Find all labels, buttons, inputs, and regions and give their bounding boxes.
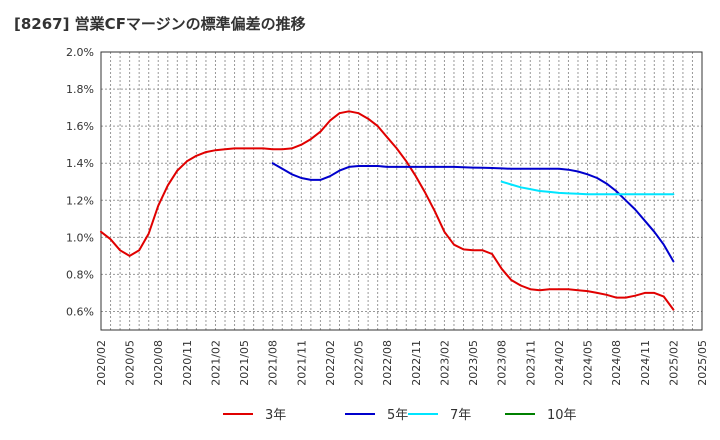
x-tick-label: 2025/05 bbox=[696, 340, 709, 386]
y-tick-label: 1.6% bbox=[66, 120, 94, 133]
y-tick-label: 0.8% bbox=[66, 268, 94, 281]
x-tick-label: 2021/11 bbox=[295, 340, 308, 386]
legend: 3年 5年 7年 10年 bbox=[223, 408, 577, 423]
series-line-3年 bbox=[100, 110, 675, 311]
legend-label: 7年 bbox=[450, 408, 471, 423]
x-tick-label: 2022/05 bbox=[353, 340, 366, 386]
x-tick-label: 2022/11 bbox=[410, 340, 423, 386]
x-tick-label: 2021/05 bbox=[238, 340, 251, 386]
y-tick-label: 1.2% bbox=[66, 194, 94, 207]
y-tick-label: 1.0% bbox=[66, 231, 94, 244]
x-tick-label: 2024/11 bbox=[639, 340, 652, 386]
x-tick-label: 2025/02 bbox=[667, 340, 680, 386]
plot-border bbox=[100, 51, 703, 331]
y-axis: 0.6% 0.8% 1.0% 1.2% 1.4% 1.6% 1.8% 2.0% bbox=[66, 46, 94, 318]
y-tick-label: 2.0% bbox=[66, 46, 94, 59]
y-tick-label: 0.6% bbox=[66, 305, 94, 318]
x-tick-label: 2022/02 bbox=[324, 340, 337, 386]
x-tick-label: 2023/11 bbox=[524, 340, 537, 386]
x-tick-label: 2020/11 bbox=[181, 340, 194, 386]
plot-area bbox=[101, 52, 702, 330]
legend-label: 5年 bbox=[387, 408, 408, 423]
x-tick-label: 2020/02 bbox=[95, 340, 108, 386]
x-tick-label: 2020/08 bbox=[152, 340, 165, 386]
x-tick-label: 2021/02 bbox=[209, 340, 222, 386]
series-line-5年 bbox=[271, 162, 675, 263]
y-tick-label: 1.8% bbox=[66, 83, 94, 96]
series-line-7年 bbox=[500, 180, 675, 196]
x-tick-label: 2024/02 bbox=[553, 340, 566, 386]
legend-label: 10年 bbox=[547, 408, 577, 423]
x-tick-label: 2021/08 bbox=[267, 340, 280, 386]
y-tick-label: 1.4% bbox=[66, 157, 94, 170]
x-tick-label: 2020/05 bbox=[124, 340, 137, 386]
x-axis: 2020/02 2020/05 2020/08 2020/11 2021/02 2021/… bbox=[95, 340, 709, 386]
x-tick-label: 2022/08 bbox=[381, 340, 394, 386]
x-tick-label: 2023/05 bbox=[467, 340, 480, 386]
x-tick-label: 2024/05 bbox=[582, 340, 595, 386]
legend-label: 3年 bbox=[265, 408, 286, 423]
x-tick-label: 2023/02 bbox=[438, 340, 451, 386]
chart-title: [8267] 営業CFマージンの標準偏差の推移 bbox=[14, 15, 306, 33]
series-layer bbox=[100, 110, 675, 311]
x-tick-label: 2023/08 bbox=[496, 340, 509, 386]
x-tick-label: 2024/08 bbox=[610, 340, 623, 386]
